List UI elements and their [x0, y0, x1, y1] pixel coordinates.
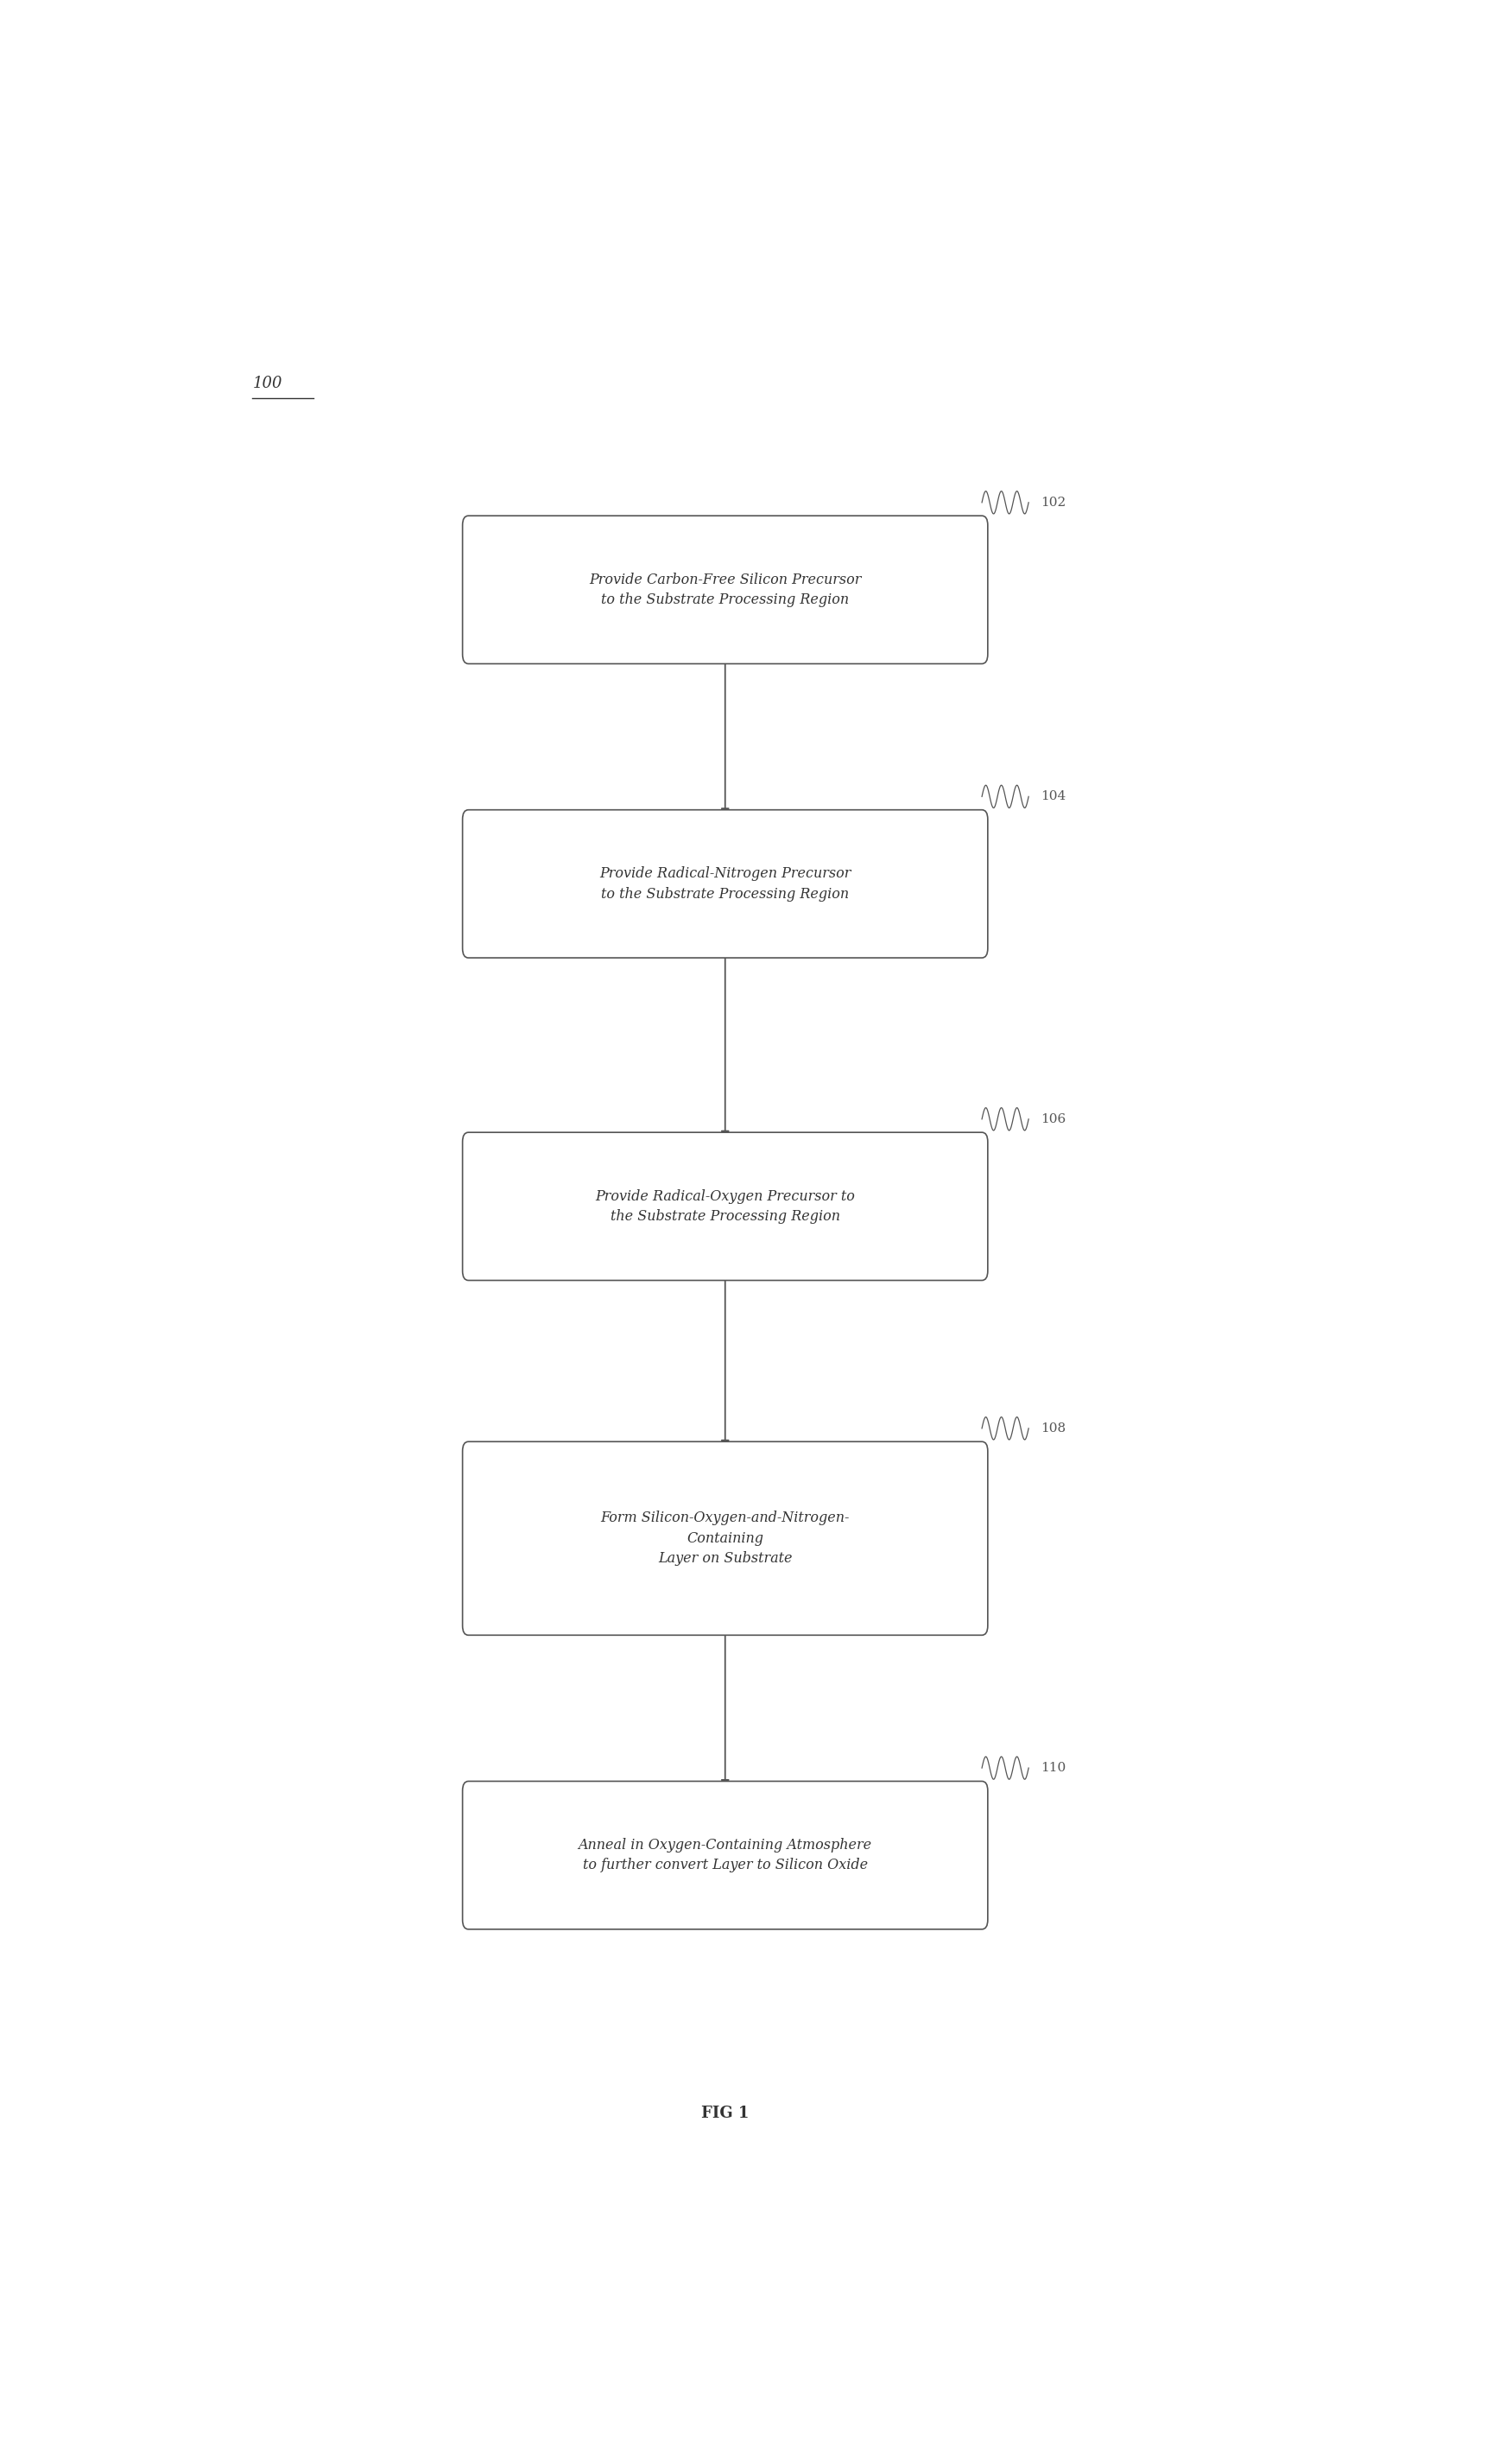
- Text: Provide Carbon-Free Silicon Precursor
to the Substrate Processing Region: Provide Carbon-Free Silicon Precursor to…: [589, 572, 861, 606]
- FancyBboxPatch shape: [462, 515, 988, 663]
- FancyBboxPatch shape: [462, 1781, 988, 1929]
- Text: Provide Radical-Oxygen Precursor to
the Substrate Processing Region: Provide Radical-Oxygen Precursor to the …: [595, 1190, 855, 1225]
- Text: FIG 1: FIG 1: [702, 2107, 748, 2122]
- Text: Provide Radical-Nitrogen Precursor
to the Substrate Processing Region: Provide Radical-Nitrogen Precursor to th…: [599, 867, 851, 902]
- Text: 108: 108: [1041, 1422, 1065, 1434]
- FancyBboxPatch shape: [462, 811, 988, 958]
- Text: 100: 100: [253, 375, 282, 392]
- Text: Anneal in Oxygen-Containing Atmosphere
to further convert Layer to Silicon Oxide: Anneal in Oxygen-Containing Atmosphere t…: [578, 1838, 872, 1873]
- FancyBboxPatch shape: [462, 1133, 988, 1281]
- Text: 106: 106: [1041, 1114, 1066, 1126]
- Text: 104: 104: [1041, 791, 1066, 803]
- Text: 110: 110: [1041, 1762, 1066, 1774]
- Text: 102: 102: [1041, 495, 1066, 508]
- FancyBboxPatch shape: [462, 1441, 988, 1636]
- Text: Form Silicon-Oxygen-and-Nitrogen-
Containing
Layer on Substrate: Form Silicon-Oxygen-and-Nitrogen- Contai…: [601, 1510, 849, 1567]
